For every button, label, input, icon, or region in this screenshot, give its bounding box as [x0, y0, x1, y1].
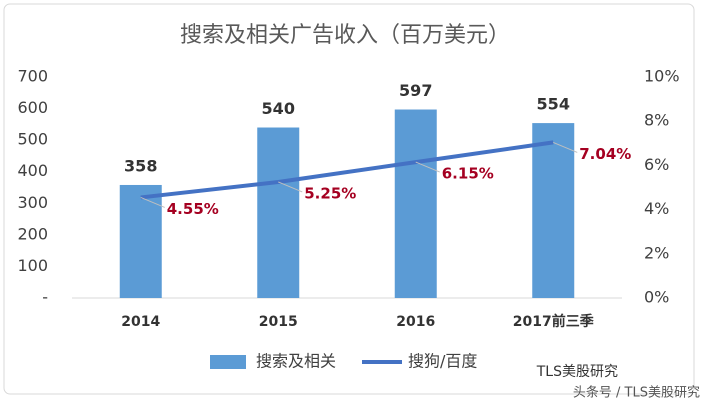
- leader-line: [140, 196, 165, 208]
- chart-frame: [3, 3, 695, 395]
- bar: [532, 123, 575, 298]
- line-value-label: 5.25%: [304, 184, 356, 202]
- y-tick-label: 200: [17, 224, 48, 243]
- y2-tick-label: 10%: [644, 67, 680, 86]
- line-value-label: 6.15%: [442, 165, 494, 183]
- leader-line: [278, 181, 303, 193]
- y-tick-label: 500: [17, 130, 48, 149]
- y2-tick-label: 0%: [644, 288, 669, 307]
- line-value-label: 7.04%: [579, 145, 631, 163]
- bar: [394, 109, 437, 298]
- x-tick-label: 2015: [259, 314, 298, 330]
- y-tick-label: 600: [17, 98, 48, 117]
- x-tick-label: 2016: [396, 314, 435, 330]
- line: [140, 140, 554, 200]
- line-value-label: 4.55%: [167, 200, 219, 218]
- bar: [257, 127, 300, 298]
- bar-value-label: 540: [262, 99, 295, 118]
- y-tick-label: 100: [17, 256, 48, 275]
- bar: [119, 184, 162, 298]
- leader-line: [415, 161, 440, 173]
- legend-label: 搜狗/百度: [408, 352, 477, 371]
- legend-label: 搜索及相关: [256, 352, 336, 371]
- y-tick-label: 400: [17, 161, 48, 180]
- y-tick-label: -: [42, 288, 48, 307]
- x-tick-label: 2014: [121, 314, 160, 330]
- y2-tick-label: 2%: [644, 243, 669, 262]
- bar-value-label: 554: [537, 95, 570, 114]
- watermark: TLS美股研究: [536, 364, 618, 380]
- y2-tick-label: 8%: [644, 111, 669, 130]
- y-tick-label: 300: [17, 193, 48, 212]
- x-tick-label: 2017前三季: [513, 313, 594, 330]
- y2-tick-label: 6%: [644, 155, 669, 174]
- chart-title: 搜索及相关广告收入（百万美元）: [180, 23, 510, 48]
- leader-line: [553, 141, 578, 153]
- legend-swatch: [210, 355, 246, 369]
- y-tick-label: 700: [17, 67, 48, 86]
- bar-value-label: 358: [124, 156, 157, 175]
- watermark: 头条号 / TLS美股研究: [573, 385, 700, 401]
- bar-value-label: 597: [399, 81, 432, 100]
- y2-tick-label: 4%: [644, 199, 669, 218]
